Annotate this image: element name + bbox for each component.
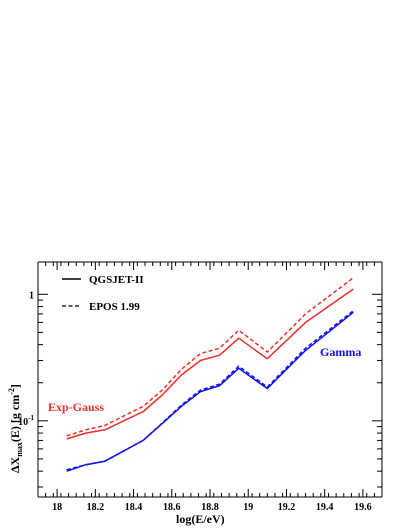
series-line-gamma-qgsjet [66, 311, 354, 472]
series-line-gamma-epos [66, 310, 354, 471]
x-ticks: 18 18.2 18.4 18.6 18.8 19 19.2 19.4 19.6 [37, 262, 383, 513]
x-tick-label: 18.2 [87, 502, 105, 513]
legend-label-qgsjet: QGSJET-II [89, 274, 144, 286]
legend: QGSJET-II EPOS 1.99 [62, 274, 144, 313]
x-tick-label: 19.4 [316, 502, 334, 513]
series-line-exp_gauss-epos [66, 277, 354, 437]
y-axis-title-tail: (E) [g cm [8, 395, 22, 442]
series-label-gamma: Gamma [320, 345, 361, 359]
x-axis-title: log(E/eV) [176, 512, 225, 526]
x-tick-label: 18.8 [201, 502, 219, 513]
x-tick-label: 19.2 [278, 502, 296, 513]
y-ticks: 10-1 1 [18, 290, 382, 488]
y-tick-label: 10-1 [18, 414, 34, 428]
x-tick-label: 18 [52, 502, 62, 513]
y-axis-title-main: ΔX [8, 456, 22, 473]
x-tick-label: 19.6 [354, 502, 372, 513]
x-tick-label: 19 [243, 502, 253, 513]
y-tick-label: 1 [29, 290, 34, 301]
y-axis-title: ΔXmax(E) [g cm-2] [7, 384, 24, 473]
series-line-exp_gauss-qgsjet [66, 288, 354, 440]
x-tick-label: 18.6 [163, 502, 181, 513]
y-axis-title-sup: -2 [7, 388, 16, 395]
plot-frame [37, 261, 383, 498]
y-axis-title-end: ] [8, 384, 22, 388]
series-label-exp-gauss: Exp-Gauss [48, 400, 104, 414]
legend-label-epos: EPOS 1.99 [89, 301, 140, 313]
series-layer [66, 277, 354, 472]
x-tick-label: 18.4 [125, 502, 143, 513]
y-axis-title-sub: max [15, 442, 24, 457]
